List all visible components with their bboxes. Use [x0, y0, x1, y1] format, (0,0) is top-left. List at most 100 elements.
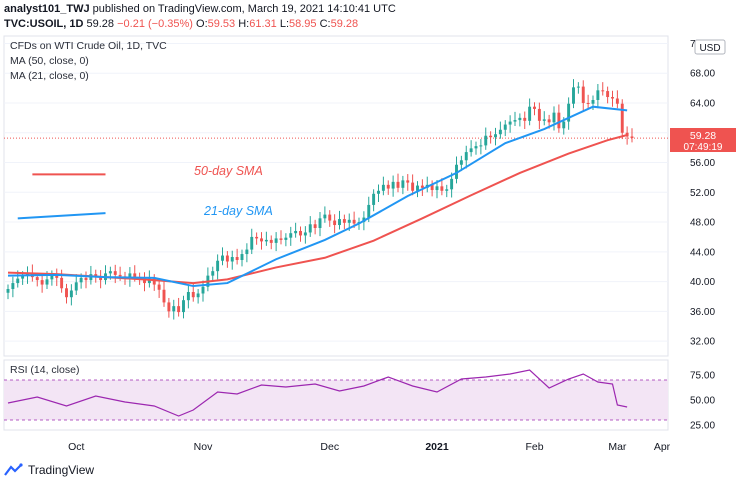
- candle-body-3: [21, 275, 25, 279]
- price-tick-5: 52.00: [690, 188, 715, 199]
- candle-body-40: [201, 286, 205, 294]
- candle-body-19: [99, 276, 103, 281]
- candle-body-77: [381, 184, 385, 191]
- ohlc-h-label: H:: [238, 18, 250, 30]
- candle-body-98: [484, 135, 488, 146]
- candle-body-79: [391, 181, 395, 189]
- candle-body-23: [118, 274, 122, 277]
- candle-body-63: [313, 224, 317, 228]
- candle-body-28: [143, 278, 146, 284]
- candle-body-39: [196, 293, 200, 298]
- candle-body-110: [542, 119, 546, 121]
- legend-title: CFDs on WTI Crude Oil, 1D, TVC: [10, 40, 167, 52]
- candle-body-67: [333, 220, 337, 226]
- candle-body-7: [40, 280, 44, 285]
- price-pane[interactable]: [3, 35, 669, 357]
- candle-body-11: [60, 277, 64, 289]
- symbol-name[interactable]: TVC:USOIL, 1D: [4, 18, 84, 30]
- candle-body-116: [572, 87, 575, 104]
- time-tick-2: Dec: [320, 441, 339, 453]
- candle-body-0: [6, 289, 10, 293]
- candle-body-25: [128, 273, 132, 279]
- candle-body-113: [557, 112, 561, 129]
- candle-body-64: [318, 218, 322, 228]
- legend-ma50: MA (50, close, 0): [10, 55, 89, 67]
- candle-body-66: [328, 214, 332, 221]
- price-tick-1: 68.00: [690, 69, 715, 80]
- price-tick-8: 40.00: [690, 277, 715, 288]
- candle-body-21: [108, 271, 112, 274]
- candle-body-43: [216, 260, 220, 272]
- time-tick-5: Mar: [608, 441, 627, 453]
- candle-body-31: [157, 284, 161, 290]
- legend-ma21: MA (21, close, 0): [10, 70, 89, 82]
- candle-body-117: [576, 86, 580, 88]
- price-axis[interactable]: 72.0068.0064.0060.0056.0052.0048.0044.00…: [690, 39, 715, 348]
- candle-body-128: [630, 136, 634, 138]
- candle-body-42: [211, 271, 215, 276]
- price-tick-2: 64.00: [690, 98, 715, 109]
- price-tick-9: 36.00: [690, 307, 715, 318]
- candle-body-65: [323, 214, 327, 219]
- candle-body-101: [498, 129, 502, 135]
- last-price: 59.28: [86, 18, 115, 30]
- candle-body-109: [537, 108, 541, 121]
- time-tick-4: Feb: [525, 441, 543, 453]
- candle-body-111: [547, 119, 551, 123]
- candle-body-33: [167, 302, 171, 312]
- candle-body-15: [79, 277, 83, 283]
- candle-body-97: [479, 145, 483, 147]
- symbol-line: TVC:USOIL, 1D 59.28 −0.21 (−0.35%) O:59.…: [4, 18, 358, 30]
- publish-info: published on TradingView.com, March 19, …: [92, 3, 396, 15]
- candle-body-68: [338, 219, 341, 226]
- candle-body-13: [69, 290, 73, 298]
- candle-body-78: [386, 184, 390, 189]
- candle-body-80: [396, 181, 400, 188]
- currency-badge[interactable]: [694, 39, 726, 55]
- rsi-axis[interactable]: 75.00 50.00 25.00: [690, 371, 715, 432]
- candle-body-119: [586, 102, 590, 104]
- candle-body-107: [528, 106, 532, 121]
- candle-body-58: [289, 233, 293, 238]
- brand-name[interactable]: TradingView: [28, 463, 95, 477]
- candle-body-118: [581, 86, 585, 103]
- price-tick-10: 32.00: [690, 337, 715, 348]
- candle-body-26: [133, 273, 137, 278]
- candle-body-18: [94, 274, 98, 277]
- ohlc-close: 59.28: [330, 18, 359, 30]
- candle-body-16: [84, 277, 88, 281]
- candle-body-127: [625, 132, 629, 137]
- publish-line: analyst101_TWJ published on TradingView.…: [4, 3, 396, 15]
- candle-body-62: [308, 224, 312, 233]
- candle-body-12: [65, 288, 68, 298]
- time-tick-6: Apr: [654, 441, 671, 453]
- candle-body-9: [50, 274, 54, 280]
- rsi-line: [7, 369, 628, 417]
- candle-body-120: [591, 100, 595, 104]
- candle-body-71: [352, 219, 356, 224]
- price-change: −0.21 (−0.35%): [117, 18, 193, 30]
- candle-body-10: [55, 274, 59, 278]
- candle-body-37: [186, 292, 190, 301]
- ohlc-high: 61.31: [249, 18, 277, 30]
- time-tick-0: Oct: [68, 441, 84, 453]
- candle-body-125: [615, 98, 619, 104]
- candle-body-85: [420, 185, 424, 188]
- candle-body-90: [445, 189, 449, 191]
- author-name[interactable]: analyst101_TWJ: [4, 3, 90, 15]
- rsi-legend: RSI (14, close): [10, 364, 79, 376]
- candle-body-55: [274, 238, 278, 243]
- last-price-axis-label: 59.28: [690, 130, 716, 142]
- candle-body-81: [401, 180, 405, 188]
- time-axis[interactable]: Oct Nov Dec 2021 Feb Mar Apr: [68, 441, 671, 453]
- candle-body-115: [567, 103, 571, 122]
- candle-body-34: [172, 306, 176, 312]
- candle-body-82: [406, 180, 410, 183]
- candle-body-2: [16, 278, 20, 284]
- candle-body-100: [494, 134, 497, 138]
- candle-body-38: [191, 292, 195, 298]
- candle-body-124: [611, 97, 614, 99]
- ohlc-low: 58.95: [289, 18, 317, 30]
